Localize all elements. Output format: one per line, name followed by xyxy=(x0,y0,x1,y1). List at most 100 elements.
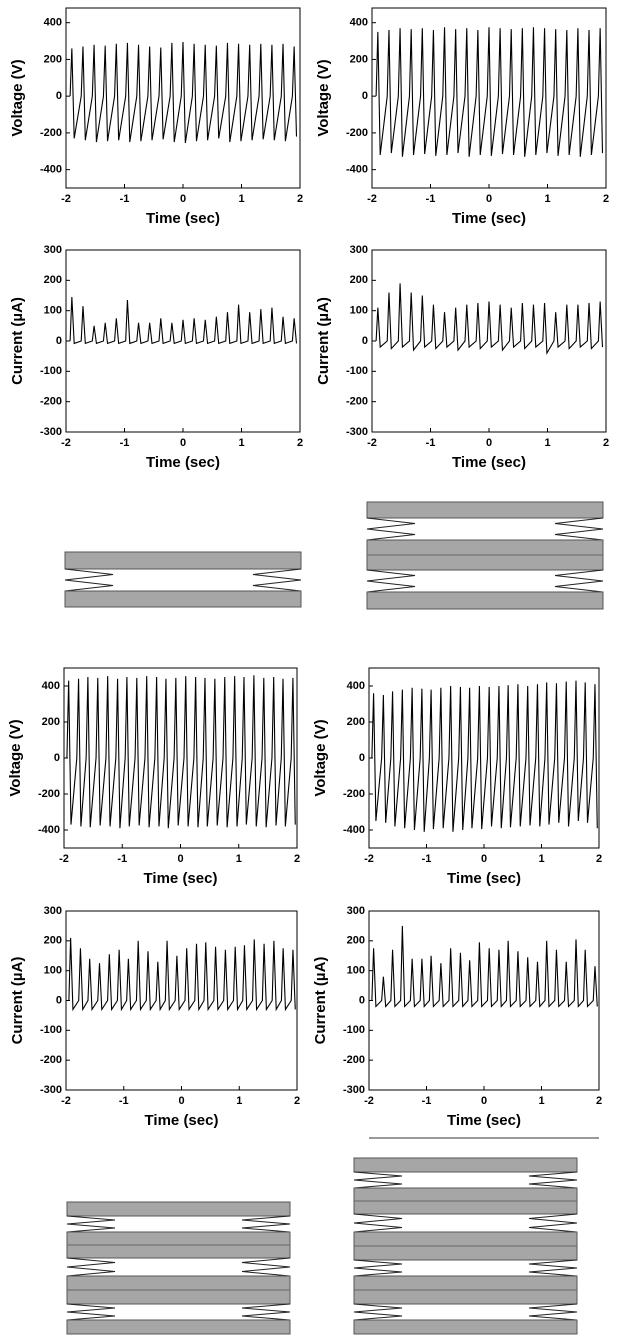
spring xyxy=(528,1171,578,1189)
x-tick-label: 0 xyxy=(180,193,186,205)
plot-frame xyxy=(65,7,301,189)
spring xyxy=(528,1303,578,1321)
x-tick-label: -2 xyxy=(59,853,69,865)
y-tick-label: 0 xyxy=(56,90,62,102)
x-tick-label: 0 xyxy=(486,193,492,205)
x-tick-label: -2 xyxy=(367,437,377,449)
x-tick-label: 1 xyxy=(544,437,550,449)
y-tick-label: -200 xyxy=(346,127,368,139)
y-tick-label: 0 xyxy=(359,994,365,1006)
x-tick-label: 0 xyxy=(481,1095,487,1107)
signal-line xyxy=(375,27,604,157)
y-tick-label: 0 xyxy=(359,752,365,764)
spring xyxy=(66,1257,116,1277)
spring xyxy=(554,569,604,593)
x-tick-label: -2 xyxy=(61,193,71,205)
spring xyxy=(366,569,416,593)
spring xyxy=(528,1259,578,1277)
y-tick-label: 200 xyxy=(350,274,368,286)
x-tick-label: 2 xyxy=(603,437,609,449)
x-tick-label: -1 xyxy=(422,1095,432,1107)
x-tick-label: 1 xyxy=(238,437,244,449)
y-tick-label: 400 xyxy=(42,680,60,692)
y-tick-label: -200 xyxy=(346,396,368,408)
y-axis-label: Voltage (V) xyxy=(7,719,24,796)
y-tick-label: -200 xyxy=(343,788,365,800)
y-axis-label: Voltage (V) xyxy=(315,59,332,136)
y-tick-label: -300 xyxy=(346,426,368,438)
y-tick-label: -100 xyxy=(40,365,62,377)
x-tick-label: -1 xyxy=(119,1095,129,1107)
y-tick-label: 0 xyxy=(56,335,62,347)
signal-line xyxy=(371,925,598,1008)
spring xyxy=(241,1303,291,1321)
plate xyxy=(353,1157,578,1173)
x-tick-label: -2 xyxy=(61,1095,71,1107)
plot-frame xyxy=(65,249,301,433)
y-tick-label: 100 xyxy=(347,965,365,977)
y-axis-label: Current (µA) xyxy=(315,297,332,385)
x-tick-label: 1 xyxy=(236,853,242,865)
y-tick-label: -300 xyxy=(343,1084,365,1096)
x-tick-label: 2 xyxy=(297,193,303,205)
y-tick-label: 200 xyxy=(44,935,62,947)
x-tick-label: 1 xyxy=(238,193,244,205)
x-tick-label: -1 xyxy=(426,193,436,205)
x-axis-label: Time (sec) xyxy=(452,210,526,227)
x-tick-label: 0 xyxy=(486,437,492,449)
x-tick-label: -1 xyxy=(117,853,127,865)
y-tick-label: 100 xyxy=(44,305,62,317)
signal-line xyxy=(69,296,298,345)
x-tick-label: -1 xyxy=(426,437,436,449)
y-tick-label: 200 xyxy=(42,716,60,728)
y-tick-label: 300 xyxy=(44,244,62,256)
x-tick-label: 2 xyxy=(603,193,609,205)
y-tick-label: -100 xyxy=(40,1024,62,1036)
y-tick-label: -400 xyxy=(40,164,62,176)
spring xyxy=(528,1213,578,1233)
spring xyxy=(353,1213,403,1233)
spring xyxy=(353,1303,403,1321)
y-tick-label: 0 xyxy=(362,335,368,347)
x-tick-label: -2 xyxy=(367,193,377,205)
x-tick-label: -2 xyxy=(364,853,374,865)
x-tick-label: 0 xyxy=(178,1095,184,1107)
x-tick-label: -1 xyxy=(120,193,130,205)
signal-line xyxy=(68,937,296,1012)
x-tick-label: 0 xyxy=(177,853,183,865)
spring xyxy=(554,517,604,541)
y-tick-label: 200 xyxy=(347,935,365,947)
y-tick-label: 200 xyxy=(44,274,62,286)
y-tick-label: -200 xyxy=(40,127,62,139)
y-tick-label: 200 xyxy=(350,53,368,65)
y-tick-label: -400 xyxy=(346,164,368,176)
x-tick-label: 1 xyxy=(538,853,544,865)
y-tick-label: 300 xyxy=(44,905,62,917)
x-tick-label: 0 xyxy=(180,437,186,449)
spring xyxy=(366,517,416,541)
y-axis-label: Current (µA) xyxy=(9,957,26,1045)
plot-frame xyxy=(371,249,607,433)
y-tick-label: 0 xyxy=(54,752,60,764)
y-tick-label: -200 xyxy=(38,788,60,800)
y-tick-label: -200 xyxy=(40,396,62,408)
x-axis-label: Time (sec) xyxy=(146,210,220,227)
y-tick-label: -200 xyxy=(343,1054,365,1066)
x-tick-label: 2 xyxy=(596,1095,602,1107)
signal-line xyxy=(69,41,298,144)
plate xyxy=(66,1319,291,1335)
x-tick-label: -2 xyxy=(364,1095,374,1107)
x-tick-label: -1 xyxy=(120,437,130,449)
spring xyxy=(353,1259,403,1277)
x-tick-label: -1 xyxy=(422,853,432,865)
y-tick-label: 400 xyxy=(347,680,365,692)
x-tick-label: 2 xyxy=(297,437,303,449)
y-tick-label: 200 xyxy=(347,716,365,728)
y-tick-label: 100 xyxy=(44,965,62,977)
y-tick-label: 0 xyxy=(56,994,62,1006)
y-tick-label: -200 xyxy=(40,1054,62,1066)
plate xyxy=(366,501,604,519)
x-tick-label: 1 xyxy=(236,1095,242,1107)
y-tick-label: 0 xyxy=(362,90,368,102)
